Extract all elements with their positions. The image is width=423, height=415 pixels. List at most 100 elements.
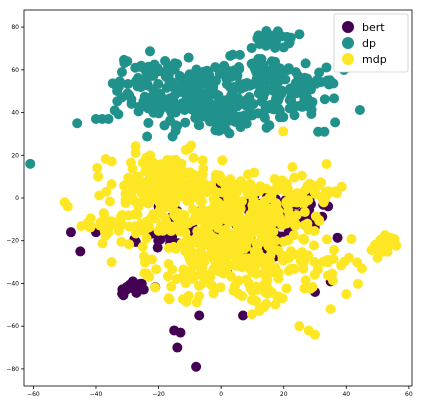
point-dp xyxy=(186,104,197,115)
point-mdp xyxy=(321,159,332,170)
point-dp xyxy=(248,99,259,110)
point-mdp xyxy=(303,224,314,235)
y-tick-label: −40 xyxy=(6,280,19,287)
point-mdp xyxy=(299,283,310,294)
point-mdp xyxy=(331,188,342,199)
point-dp xyxy=(283,63,294,74)
point-mdp xyxy=(352,278,363,289)
point-mdp xyxy=(95,220,106,231)
point-mdp xyxy=(339,256,350,267)
point-dp xyxy=(259,113,270,124)
point-mdp xyxy=(127,163,138,174)
y-tick-label: 60 xyxy=(11,67,19,74)
point-mdp xyxy=(129,209,140,220)
point-mdp xyxy=(164,192,175,203)
y-tick-label: −60 xyxy=(6,323,19,330)
point-mdp xyxy=(245,225,256,236)
legend-label-mdp: mdp xyxy=(362,53,387,66)
point-mdp xyxy=(215,282,226,293)
point-bert xyxy=(118,290,129,301)
point-mdp xyxy=(298,252,309,263)
point-mdp xyxy=(198,277,209,288)
point-mdp xyxy=(356,263,367,274)
points-layer xyxy=(25,25,402,372)
point-mdp xyxy=(316,177,327,188)
point-mdp xyxy=(226,271,237,282)
point-mdp xyxy=(314,215,325,226)
point-dp xyxy=(136,60,147,71)
point-mdp xyxy=(246,309,257,320)
point-bert xyxy=(191,361,202,372)
point-dp xyxy=(192,92,203,103)
point-dp xyxy=(192,82,203,93)
point-mdp xyxy=(148,209,159,220)
point-mdp xyxy=(185,170,196,181)
point-mdp xyxy=(106,216,117,227)
point-mdp xyxy=(149,191,160,202)
point-dp xyxy=(148,107,159,118)
point-dp xyxy=(252,33,263,44)
point-mdp xyxy=(320,186,331,197)
point-mdp xyxy=(179,210,190,220)
point-dp xyxy=(285,86,296,97)
point-dp xyxy=(25,158,36,169)
point-mdp xyxy=(208,288,219,299)
point-mdp xyxy=(137,241,148,252)
point-dp xyxy=(303,83,314,94)
point-dp xyxy=(134,101,145,112)
point-mdp xyxy=(162,271,173,282)
point-bert xyxy=(152,242,163,253)
point-mdp xyxy=(277,254,288,265)
point-mdp xyxy=(255,237,266,248)
point-mdp xyxy=(158,159,169,170)
point-mdp xyxy=(208,185,219,196)
point-dp xyxy=(271,92,282,103)
point-mdp xyxy=(226,243,237,254)
point-mdp xyxy=(308,240,319,251)
series-dp xyxy=(25,25,365,170)
point-dp xyxy=(109,105,120,116)
point-dp xyxy=(247,58,258,69)
point-dp xyxy=(202,65,213,76)
point-dp xyxy=(204,85,215,96)
point-mdp xyxy=(272,180,283,191)
point-mdp xyxy=(147,168,158,179)
point-dp xyxy=(225,50,236,61)
point-dp xyxy=(148,84,158,95)
x-tick-label: −40 xyxy=(90,391,103,398)
point-mdp xyxy=(213,209,224,220)
point-mdp xyxy=(203,251,213,262)
y-tick-label: −80 xyxy=(6,366,19,373)
y-tick-label: −20 xyxy=(6,238,19,245)
point-mdp xyxy=(319,256,330,267)
point-dp xyxy=(240,100,251,111)
point-mdp xyxy=(124,221,135,232)
point-mdp xyxy=(296,170,307,181)
x-axis-ticks: −60 −40 −20 0 20 40 60 xyxy=(27,386,413,398)
point-mdp xyxy=(179,220,190,231)
point-mdp xyxy=(150,282,161,293)
point-dp xyxy=(160,71,171,82)
point-mdp xyxy=(341,289,352,300)
point-mdp xyxy=(195,215,206,226)
y-axis-ticks: −80 −60 −40 −20 0 20 40 60 80 xyxy=(6,24,24,373)
point-mdp xyxy=(273,267,284,278)
y-tick-label: 40 xyxy=(11,110,19,117)
x-tick-label: 60 xyxy=(405,391,413,398)
point-dp xyxy=(267,74,278,85)
point-mdp xyxy=(151,264,162,275)
point-dp xyxy=(294,29,305,40)
point-mdp xyxy=(263,219,274,230)
point-dp xyxy=(261,100,272,111)
point-mdp xyxy=(299,207,310,218)
point-dp xyxy=(313,126,324,137)
point-dp xyxy=(159,120,170,131)
legend-items: bert dp mdp xyxy=(342,21,387,66)
point-mdp xyxy=(177,294,188,305)
x-tick-label: 40 xyxy=(342,391,350,398)
point-dp xyxy=(253,88,264,99)
x-tick-label: −20 xyxy=(152,391,165,398)
point-mdp xyxy=(124,239,135,250)
point-dp xyxy=(220,111,231,122)
point-mdp xyxy=(234,256,245,267)
